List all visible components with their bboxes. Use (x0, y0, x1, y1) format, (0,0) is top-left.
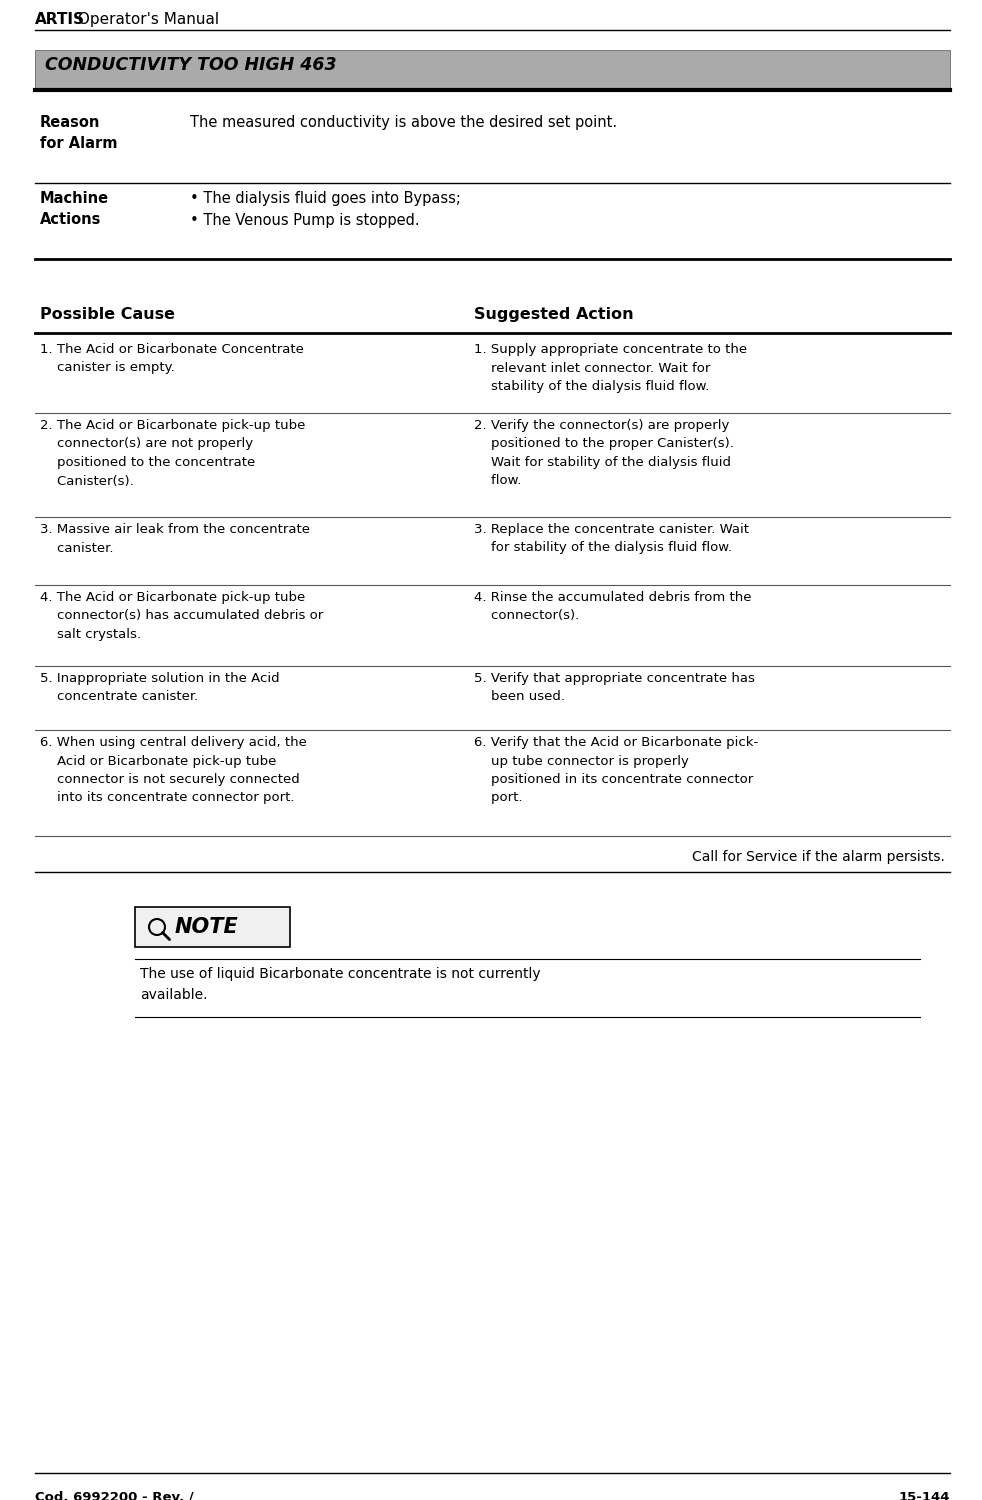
Text: 1. The Acid or Bicarbonate Concentrate
    canister is empty.: 1. The Acid or Bicarbonate Concentrate c… (40, 344, 303, 375)
Text: 6. When using central delivery acid, the
    Acid or Bicarbonate pick-up tube
  : 6. When using central delivery acid, the… (40, 736, 306, 804)
Text: ARTIS: ARTIS (35, 12, 85, 27)
Text: 5. Inappropriate solution in the Acid
    concentrate canister.: 5. Inappropriate solution in the Acid co… (40, 672, 280, 704)
FancyBboxPatch shape (135, 908, 290, 946)
Text: The use of liquid Bicarbonate concentrate is not currently
available.: The use of liquid Bicarbonate concentrat… (140, 968, 541, 1002)
Text: Cod. 6992200 - Rev. /: Cod. 6992200 - Rev. / (35, 1491, 193, 1500)
Text: The measured conductivity is above the desired set point.: The measured conductivity is above the d… (190, 116, 617, 130)
Text: 4. Rinse the accumulated debris from the
    connector(s).: 4. Rinse the accumulated debris from the… (474, 591, 751, 622)
Text: 1. Supply appropriate concentrate to the
    relevant inlet connector. Wait for
: 1. Supply appropriate concentrate to the… (474, 344, 747, 393)
Text: 2. The Acid or Bicarbonate pick-up tube
    connector(s) are not properly
    po: 2. The Acid or Bicarbonate pick-up tube … (40, 419, 305, 488)
Text: 3. Massive air leak from the concentrate
    canister.: 3. Massive air leak from the concentrate… (40, 524, 310, 555)
Text: Reason
for Alarm: Reason for Alarm (40, 116, 118, 152)
Bar (35, 50, 950, 90)
Text: 15-144: 15-144 (899, 1491, 950, 1500)
Text: Operator's Manual: Operator's Manual (73, 12, 219, 27)
Text: Possible Cause: Possible Cause (40, 308, 175, 322)
Text: 2. Verify the connector(s) are properly
    positioned to the proper Canister(s): 2. Verify the connector(s) are properly … (474, 419, 734, 488)
Text: Call for Service if the alarm persists.: Call for Service if the alarm persists. (692, 850, 945, 864)
Text: Suggested Action: Suggested Action (474, 308, 633, 322)
Text: 6. Verify that the Acid or Bicarbonate pick-
    up tube connector is properly
 : 6. Verify that the Acid or Bicarbonate p… (474, 736, 758, 804)
Text: CONDUCTIVITY TOO HIGH 463: CONDUCTIVITY TOO HIGH 463 (45, 56, 337, 74)
Text: 4. The Acid or Bicarbonate pick-up tube
    connector(s) has accumulated debris : 4. The Acid or Bicarbonate pick-up tube … (40, 591, 323, 640)
Text: 3. Replace the concentrate canister. Wait
    for stability of the dialysis flui: 3. Replace the concentrate canister. Wai… (474, 524, 749, 555)
Text: Machine
Actions: Machine Actions (40, 190, 109, 226)
Text: 5. Verify that appropriate concentrate has
    been used.: 5. Verify that appropriate concentrate h… (474, 672, 755, 704)
Text: • The dialysis fluid goes into Bypass;
• The Venous Pump is stopped.: • The dialysis fluid goes into Bypass; •… (190, 190, 461, 228)
Text: NOTE: NOTE (175, 916, 239, 938)
